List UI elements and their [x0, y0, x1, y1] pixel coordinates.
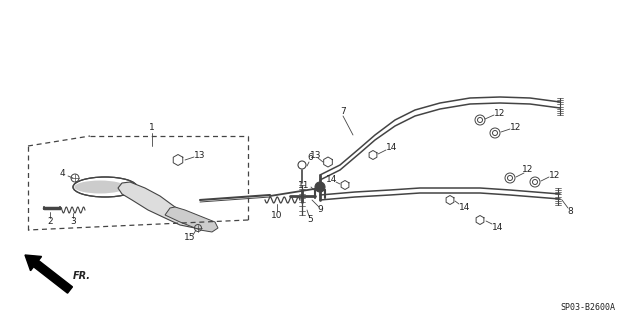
- Text: 14: 14: [387, 144, 397, 152]
- Text: 14: 14: [326, 175, 338, 184]
- Text: 12: 12: [494, 108, 506, 117]
- Text: 9: 9: [317, 205, 323, 214]
- Ellipse shape: [74, 181, 125, 194]
- Text: 12: 12: [510, 122, 522, 131]
- Polygon shape: [165, 207, 218, 232]
- Text: 14: 14: [492, 222, 504, 232]
- Text: 4: 4: [59, 169, 65, 179]
- Text: 1: 1: [149, 123, 155, 132]
- Text: 13: 13: [310, 151, 322, 160]
- Text: 12: 12: [549, 170, 561, 180]
- Polygon shape: [118, 182, 205, 228]
- Text: 7: 7: [340, 108, 346, 116]
- Text: 14: 14: [460, 203, 470, 211]
- Text: 13: 13: [195, 151, 205, 160]
- Text: 12: 12: [522, 166, 534, 174]
- Text: 15: 15: [184, 234, 196, 242]
- Text: SP03-B2600A: SP03-B2600A: [560, 303, 615, 313]
- Text: 10: 10: [271, 211, 283, 219]
- Text: FR.: FR.: [73, 271, 91, 281]
- Text: 11: 11: [298, 181, 310, 189]
- Text: 2: 2: [47, 218, 53, 226]
- Text: 5: 5: [307, 216, 313, 225]
- Circle shape: [315, 182, 325, 192]
- Text: 6: 6: [307, 153, 313, 162]
- Text: 8: 8: [567, 207, 573, 217]
- FancyArrow shape: [25, 255, 72, 293]
- Text: 3: 3: [70, 218, 76, 226]
